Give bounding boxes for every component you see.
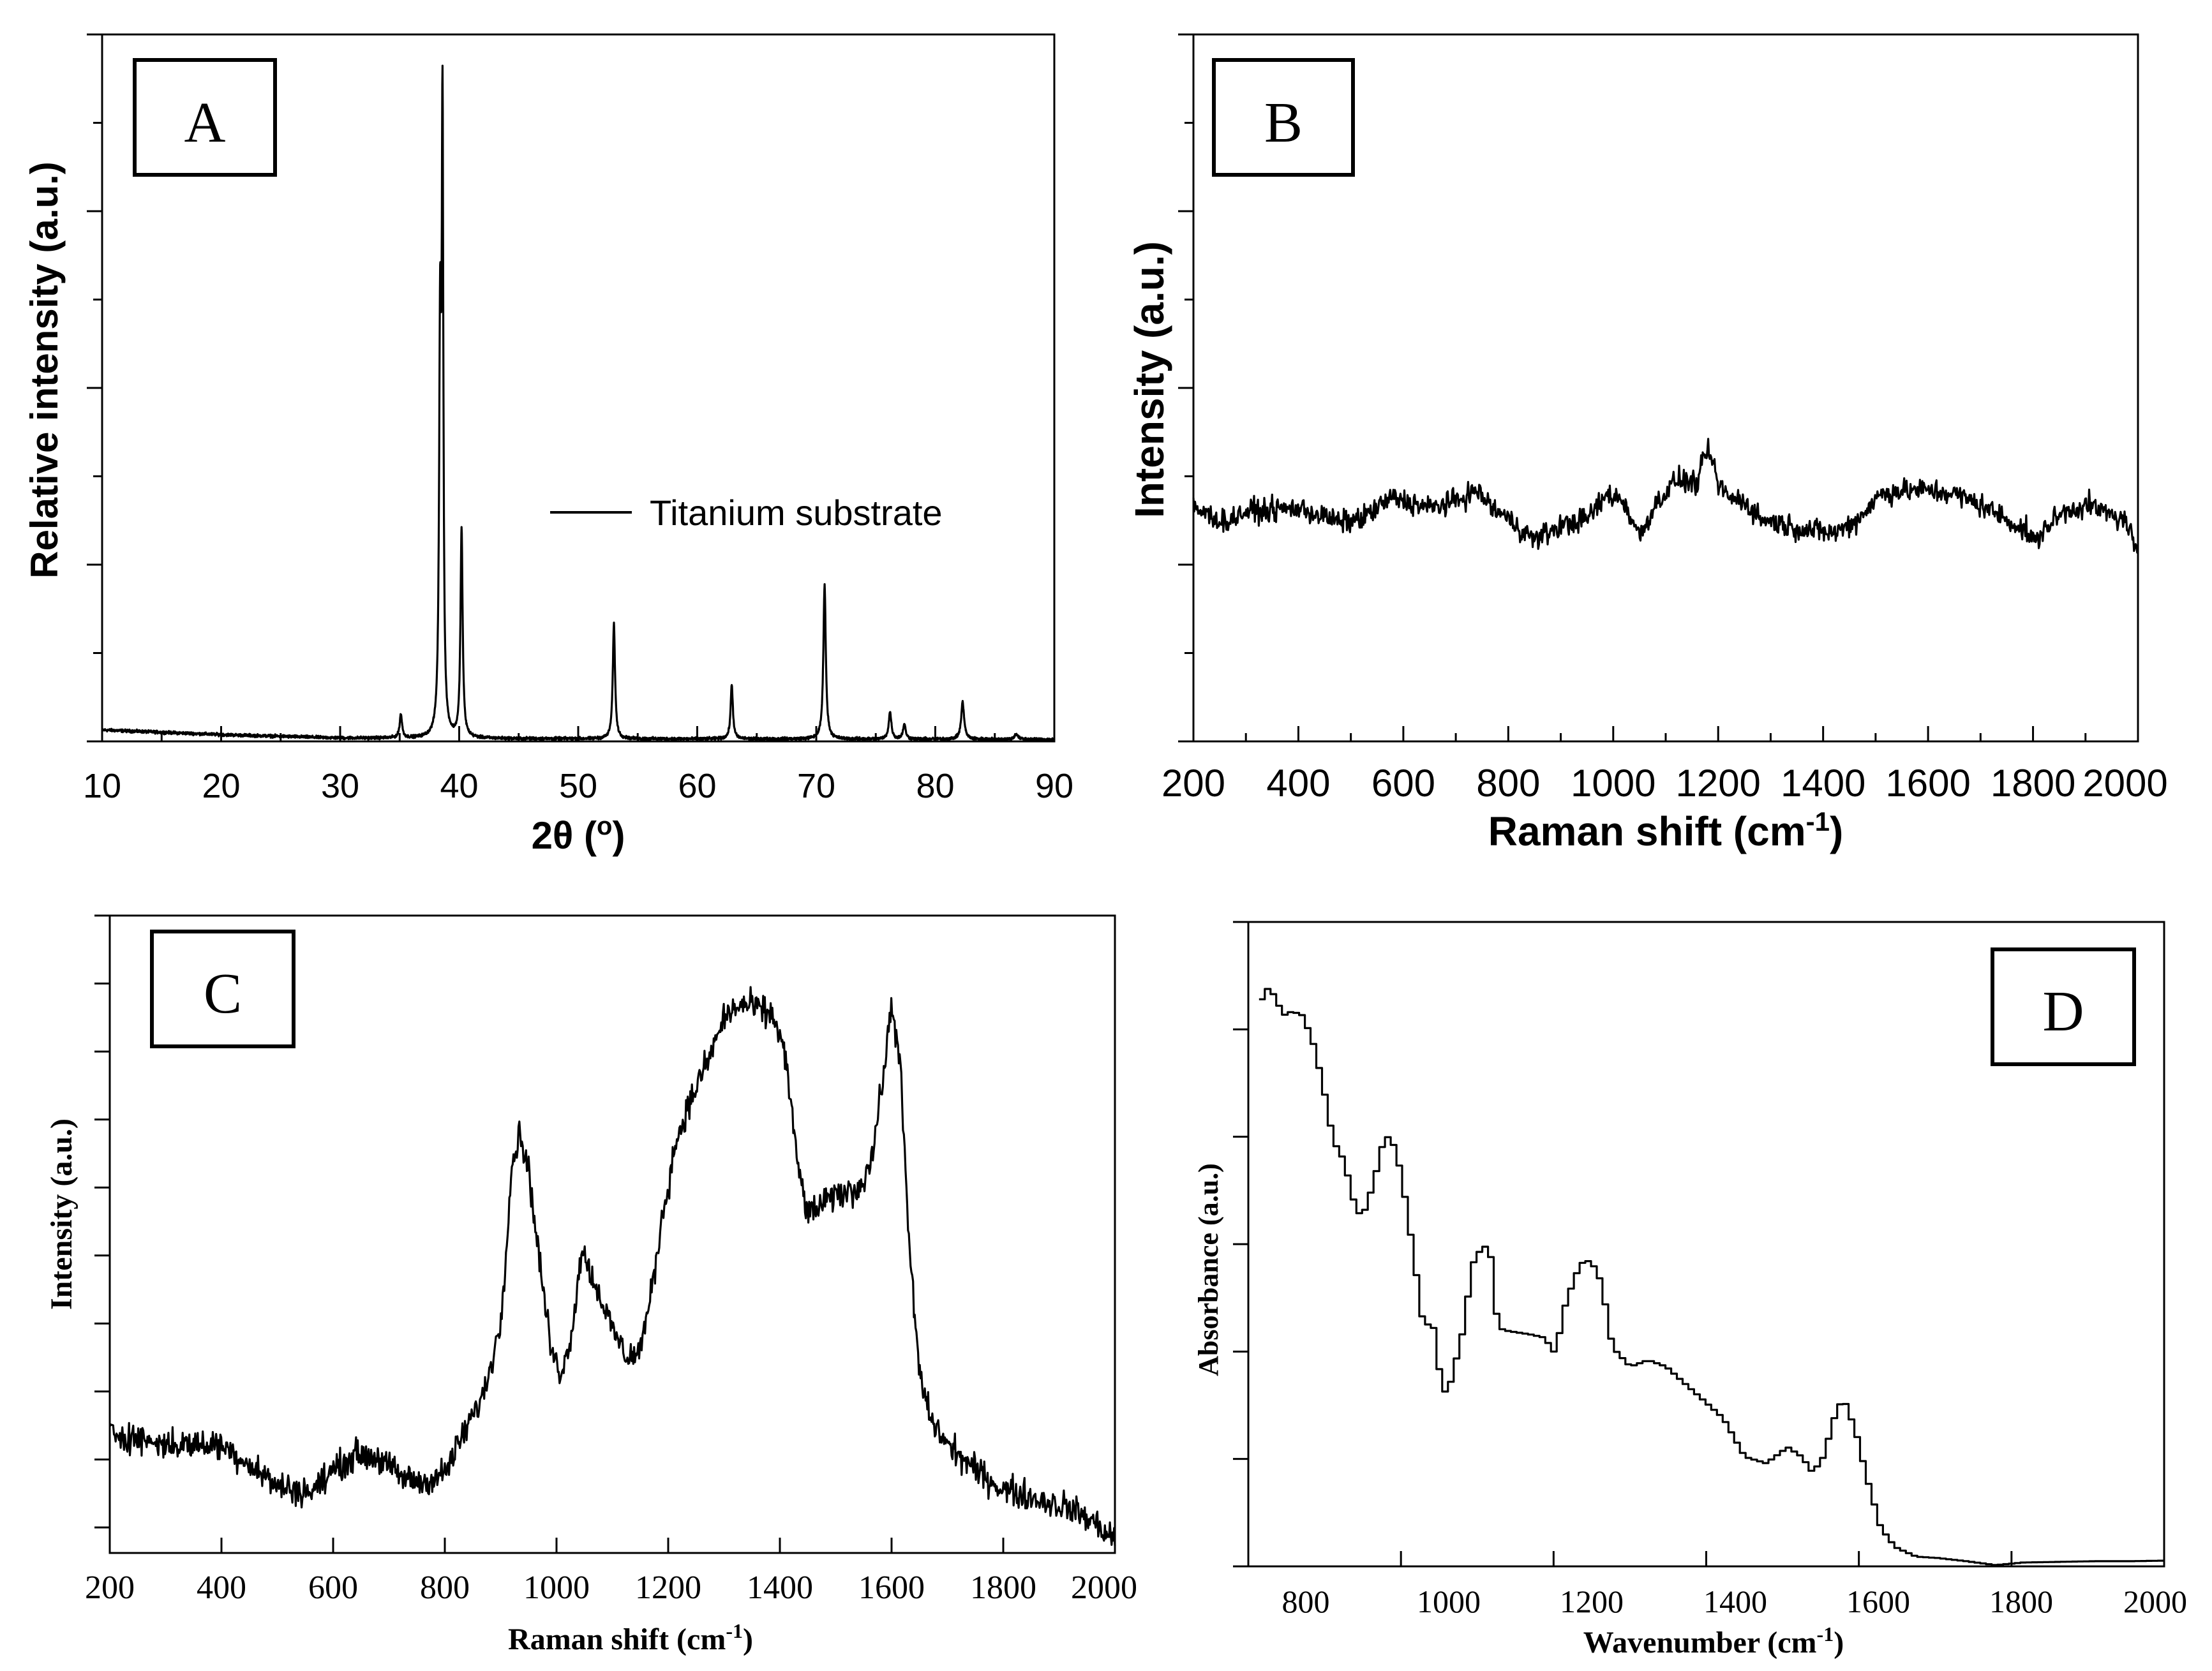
panel-c-x-tick-label: 600: [308, 1570, 358, 1606]
panel-d-x-tick-label: 1600: [1846, 1584, 1910, 1619]
panel-d-y-axis-title: Absorbance (a.u.): [1193, 1163, 1224, 1376]
panel-a-y-axis-title: Relative intensity (a.u.): [23, 161, 66, 579]
panel-c: 200 400 600 800 1000 1200 1400 1600 1800…: [45, 914, 1137, 1656]
panel-b-x-tick-label: 2000: [2082, 762, 2167, 805]
panel-b: 200 400 600 800 1000 1200 1400 1600 1800…: [1126, 33, 2168, 855]
panel-b-x-tick-label: 1400: [1781, 762, 1865, 805]
panel-d-spectrum-line: [1259, 988, 2165, 1566]
panel-d-x-tick-label: 800: [1282, 1584, 1330, 1619]
panel-a-label: A: [184, 91, 226, 154]
panel-d-label-box: [1991, 947, 2136, 1066]
panel-c-x-tick-label: 800: [420, 1570, 470, 1606]
panel-c-x-tick-label: 2000: [1071, 1570, 1137, 1606]
panel-b-x-tick-label: 600: [1371, 762, 1435, 805]
panel-b-spectrum-line: [1192, 438, 2139, 554]
panel-a-spectrum-line: [101, 64, 1056, 742]
panel-d-label: D: [2043, 980, 2084, 1043]
panel-a-x-tick-label: 70: [797, 767, 835, 805]
panel-b-label: B: [1264, 91, 1303, 154]
panel-c-x-tick-label: 1600: [858, 1570, 925, 1606]
panel-c-x-axis-title: Raman shift (cm-1): [508, 1619, 753, 1656]
panel-b-x-tick-label: 1200: [1675, 762, 1760, 805]
panel-d-x-tick-label: 1000: [1417, 1584, 1481, 1619]
panel-b-x-tick-labels: 200 400 600 800 1000 1200 1400 1600 1800…: [1162, 762, 2168, 805]
panel-c-x-ticks: [108, 1538, 1116, 1553]
panel-a-y-ticks: [87, 33, 102, 743]
panel-a-x-tick-label: 30: [321, 767, 359, 805]
panel-b-y-ticks: [1178, 33, 1193, 743]
panel-d-x-axis-title: Wavenumber (cm-1): [1583, 1623, 1844, 1660]
panel-c-y-ticks: [94, 914, 110, 1529]
panel-c-x-tick-label: 1800: [970, 1570, 1036, 1606]
panel-d: 800 1000 1200 1400 1600 1800 2000 Wavenu…: [1193, 921, 2188, 1660]
panel-c-label-box: [150, 930, 295, 1048]
panel-a-legend-label: Titanium substrate: [650, 493, 943, 533]
panel-a: 10 20 30 40 50 60 70 80 90 2θ (o) Relati…: [23, 33, 1073, 857]
panel-d-x-tick-label: 1800: [1989, 1584, 2053, 1619]
panel-c-x-tick-labels: 200 400 600 800 1000 1200 1400 1600 1800…: [85, 1570, 1137, 1606]
panel-a-x-tick-label: 80: [916, 767, 954, 805]
panel-d-x-tick-labels: 800 1000 1200 1400 1600 1800 2000: [1282, 1584, 2188, 1619]
panel-c-y-axis-title: Intensity (a.u.): [45, 1118, 78, 1310]
panel-c-x-tick-label: 1000: [523, 1570, 590, 1606]
panel-a-x-tick-label: 40: [440, 767, 478, 805]
panel-b-x-tick-label: 1800: [1991, 762, 2075, 805]
panel-d-x-tick-label: 1200: [1560, 1584, 1624, 1619]
panel-a-label-box: [133, 58, 277, 177]
panel-b-label-box: [1212, 58, 1355, 177]
panel-b-y-axis-title: Intensity (a.u.): [1126, 241, 1172, 518]
panel-c-plot-frame: [108, 914, 1116, 1554]
panel-b-x-tick-label: 1000: [1571, 762, 1655, 805]
panel-d-x-tick-label: 2000: [2123, 1584, 2187, 1619]
panel-a-x-tick-label: 60: [678, 767, 716, 805]
panel-b-x-tick-label: 200: [1162, 762, 1225, 805]
panel-c-x-tick-label: 200: [85, 1570, 135, 1606]
panel-d-x-tick-label: 1400: [1703, 1584, 1767, 1619]
panel-a-x-tick-label: 10: [83, 767, 121, 805]
panel-b-x-tick-label: 1600: [1885, 762, 1970, 805]
panel-c-spectrum-line: [108, 986, 1116, 1546]
panel-b-x-tick-label: 800: [1476, 762, 1540, 805]
panel-b-x-ticks: [1192, 726, 2139, 741]
panel-c-label: C: [204, 962, 242, 1025]
panel-a-x-tick-labels: 10 20 30 40 50 60 70 80 90: [83, 767, 1073, 805]
panel-a-x-axis-title: 2θ (o): [532, 812, 625, 857]
panel-a-x-tick-label: 90: [1035, 767, 1073, 805]
panel-b-x-axis-title: Raman shift (cm-1): [1488, 806, 1844, 855]
panel-c-x-tick-label: 1400: [747, 1570, 813, 1606]
panel-c-x-tick-label: 1200: [635, 1570, 701, 1606]
panel-a-x-tick-label: 20: [202, 767, 240, 805]
panel-d-y-ticks: [1233, 921, 1248, 1568]
panel-a-x-tick-label: 50: [559, 767, 597, 805]
panel-b-x-tick-label: 400: [1266, 762, 1330, 805]
panel-c-x-tick-label: 400: [197, 1570, 246, 1606]
